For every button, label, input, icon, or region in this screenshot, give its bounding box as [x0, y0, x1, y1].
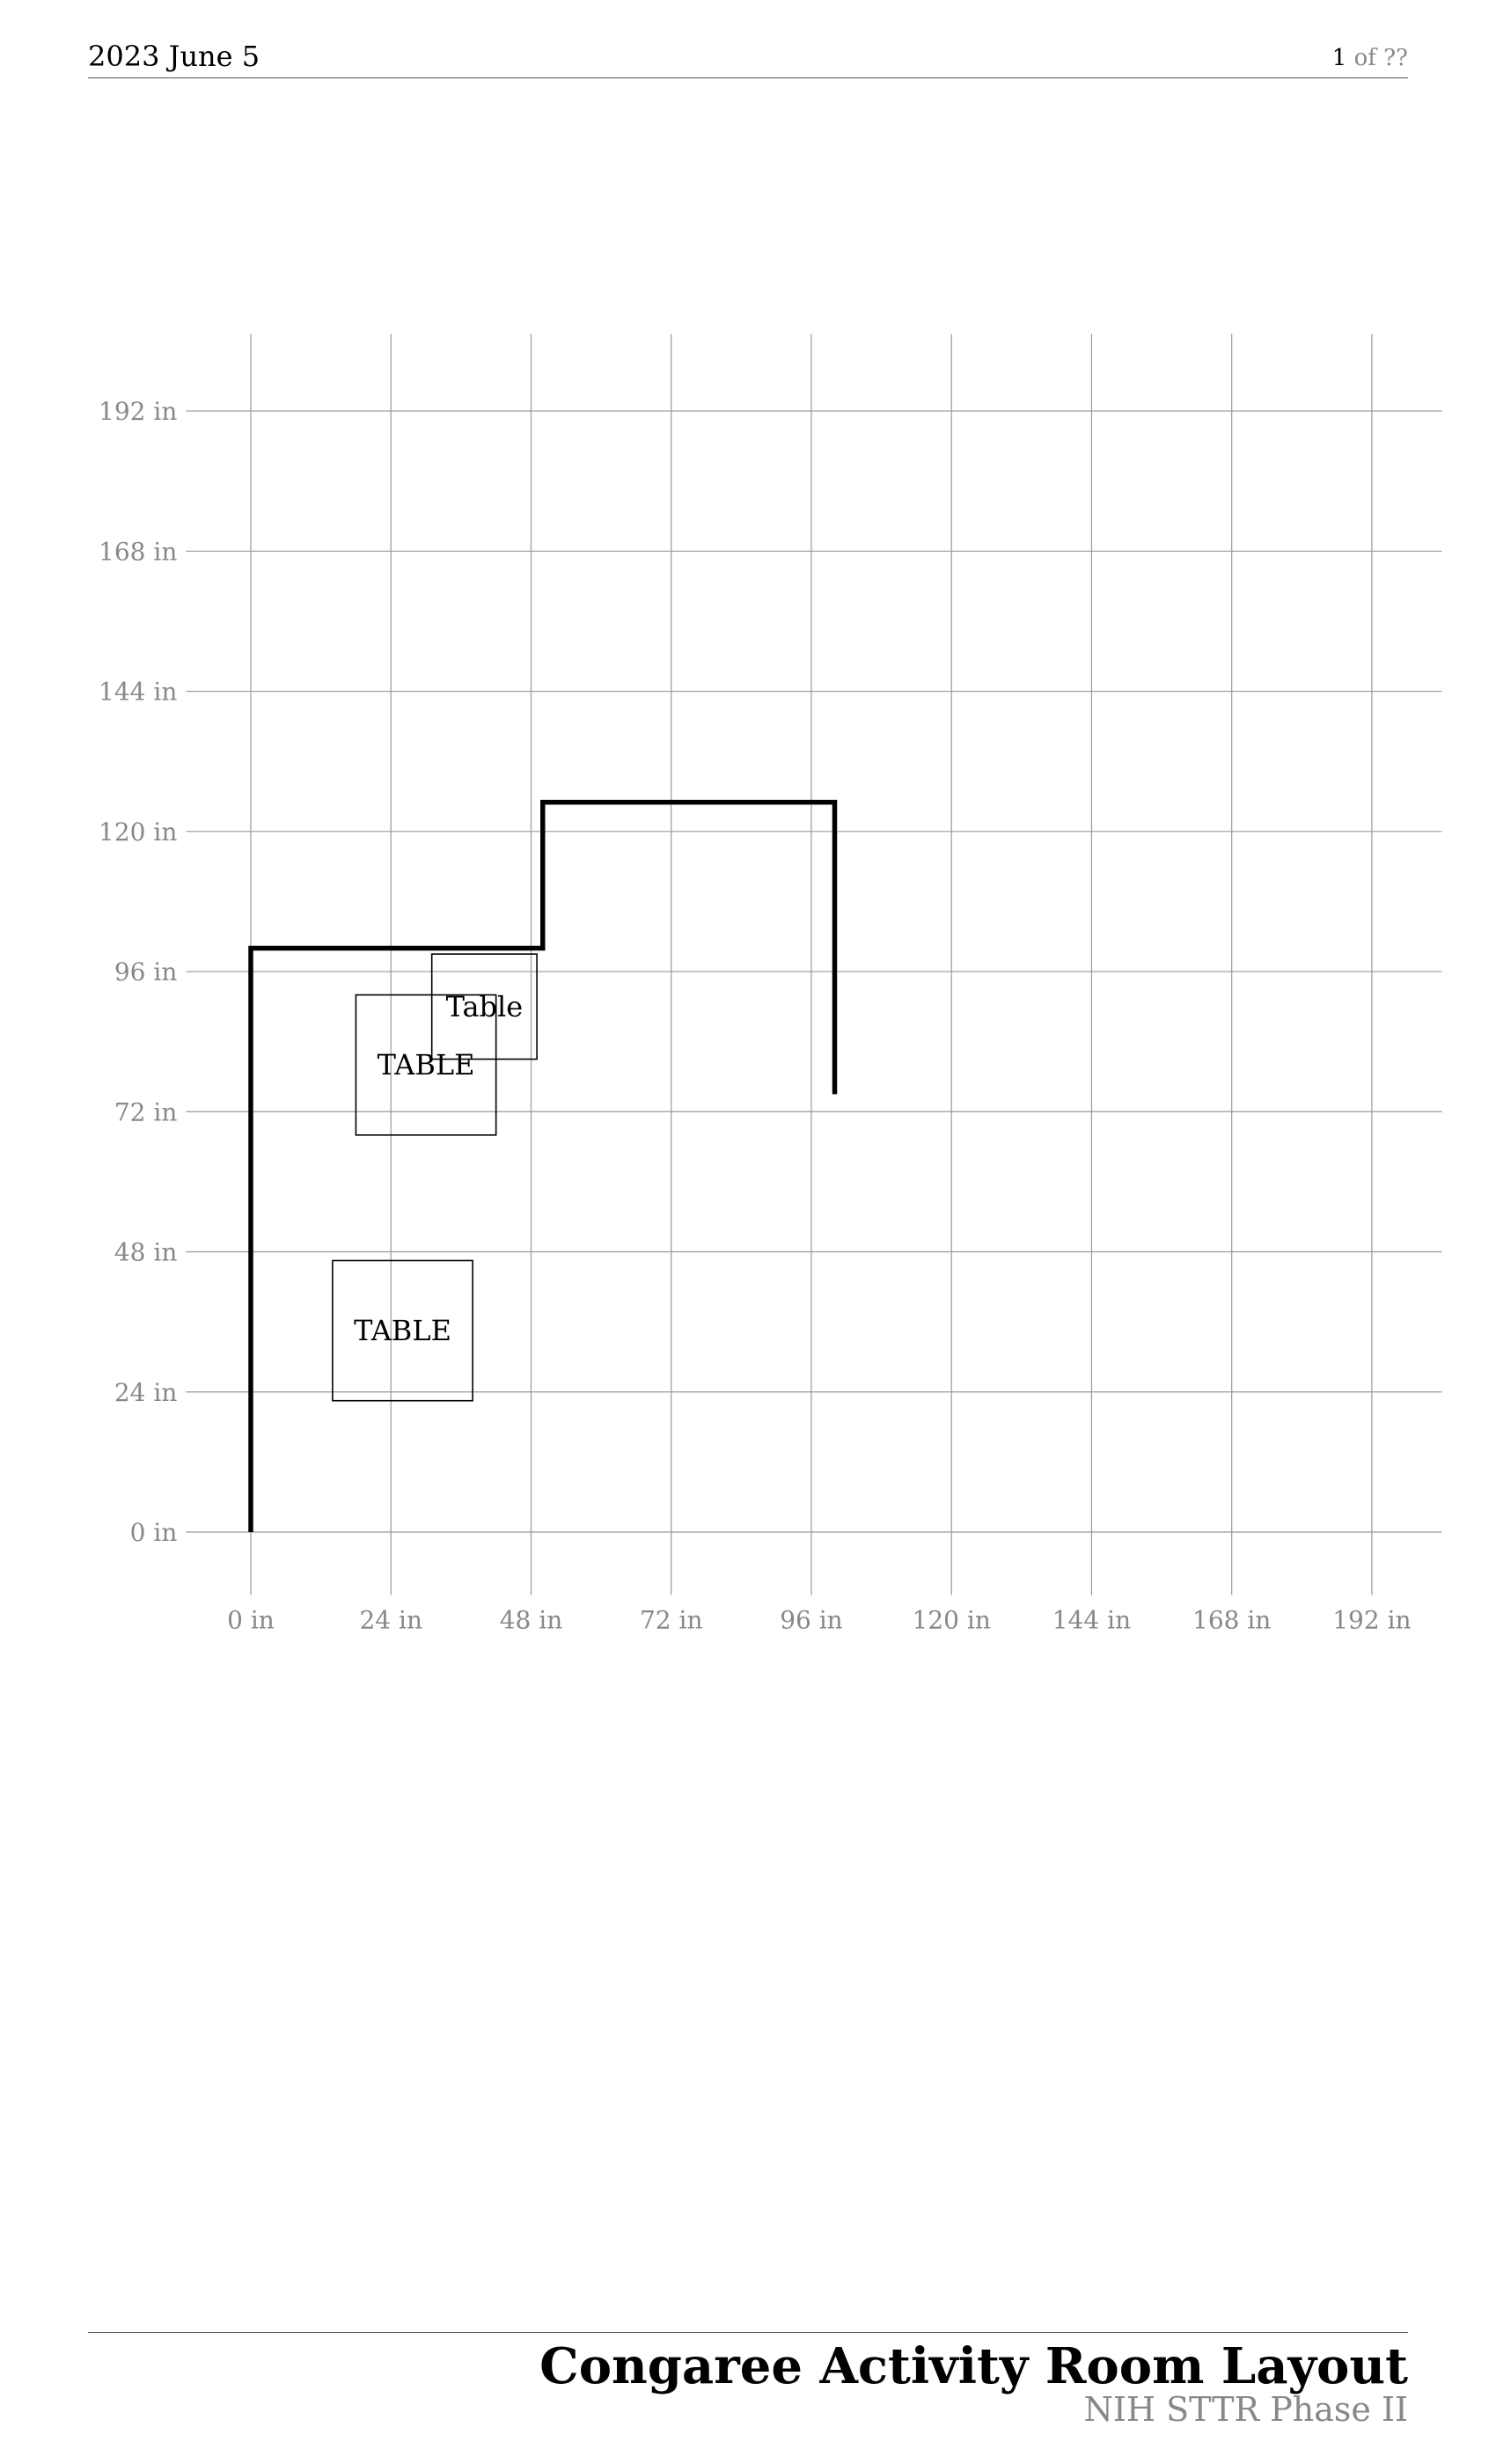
y-tick-label: 48 in — [114, 1238, 178, 1267]
page-header: 2023 June 5 1 of ?? — [88, 39, 1408, 78]
x-tick-label: 0 in — [227, 1606, 275, 1635]
y-tick-label: 72 in — [114, 1097, 178, 1126]
document-title: Congaree Activity Room Layout — [539, 2337, 1408, 2395]
x-tick-label: 192 in — [1332, 1606, 1411, 1635]
grid-lines — [186, 334, 1442, 1595]
table-rect — [355, 994, 497, 1136]
walls — [248, 799, 838, 1532]
x-tick-label: 72 in — [640, 1606, 703, 1635]
x-tick-label: 144 in — [1052, 1606, 1131, 1635]
page-footer: Congaree Activity Room Layout NIH STTR P… — [88, 2332, 1408, 2429]
y-tick-label: 192 in — [99, 397, 177, 426]
x-tick-label: 120 in — [913, 1606, 991, 1635]
page-number: 1 — [1331, 45, 1347, 71]
table-label: Table — [446, 990, 524, 1023]
x-tick-label: 96 in — [780, 1606, 843, 1635]
y-tick-label: 96 in — [114, 957, 178, 986]
y-tick-label: 0 in — [130, 1518, 178, 1547]
table-label: TABLE — [378, 1048, 475, 1082]
table-label: TABLE — [354, 1314, 451, 1347]
x-tick-label: 24 in — [359, 1606, 422, 1635]
table-rect — [332, 1259, 473, 1402]
y-tick-label: 144 in — [99, 678, 177, 707]
tick-labels: 0 in 24 in 48 in 72 in 96 in 120 in 144 in 168 … — [99, 397, 1412, 1635]
page-of: of — [1353, 45, 1376, 71]
page-total: ?? — [1383, 45, 1408, 71]
document-subtitle: NIH STTR Phase II — [1083, 2390, 1408, 2429]
tables: TABLE TABLE Table — [332, 953, 538, 1402]
y-tick-label: 24 in — [114, 1378, 178, 1407]
page-counter: 1 of ?? — [1332, 42, 1408, 74]
table-rect — [430, 953, 538, 1060]
x-tick-label: 168 in — [1192, 1606, 1271, 1635]
header-date: 2023 June 5 — [88, 40, 260, 73]
y-tick-label: 120 in — [99, 818, 177, 847]
x-tick-label: 48 in — [500, 1606, 563, 1635]
y-tick-label: 168 in — [99, 537, 177, 566]
room-wall — [248, 799, 838, 1532]
